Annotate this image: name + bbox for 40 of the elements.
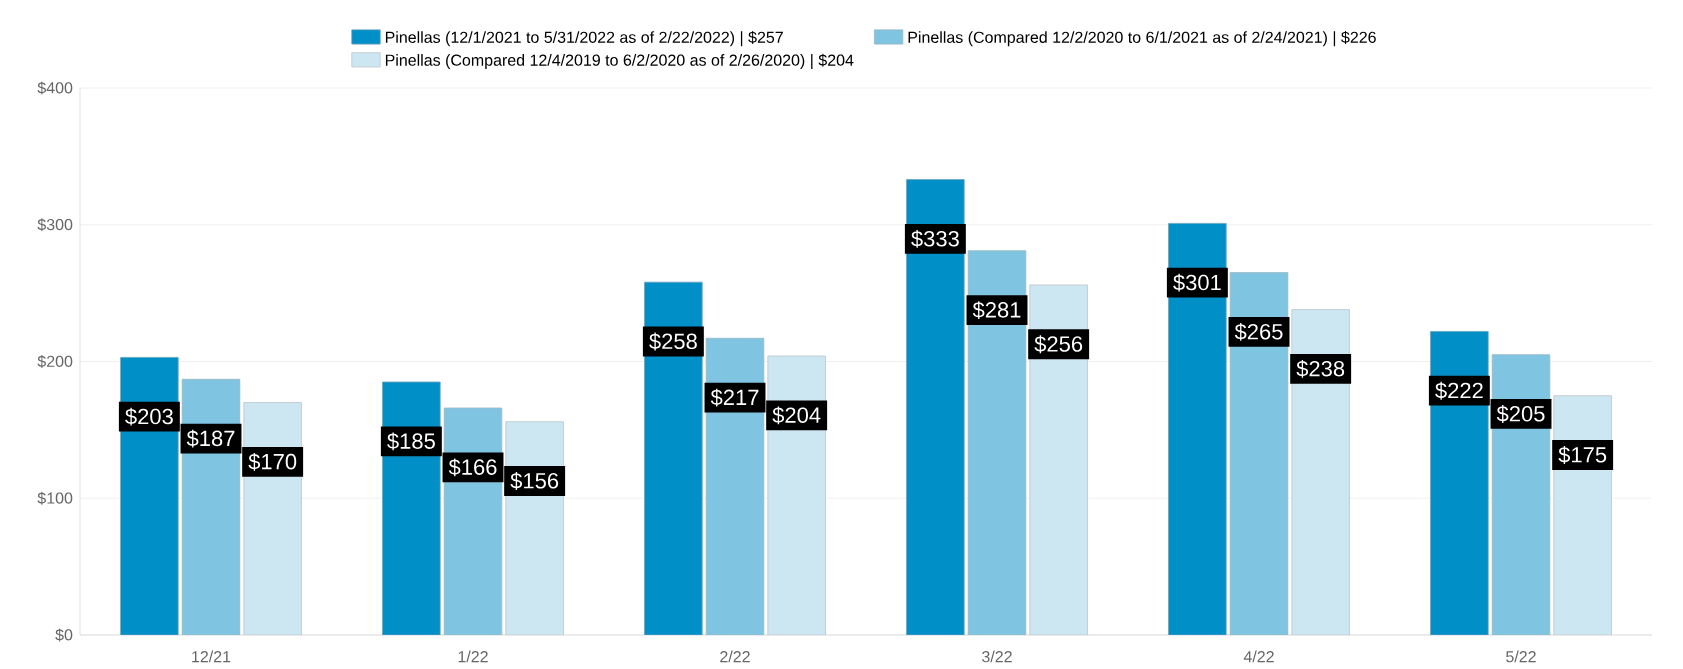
data-label: $185	[387, 432, 435, 451]
data-label: $204	[772, 406, 821, 425]
x-tick-label: 4/22	[1243, 650, 1274, 663]
data-label: $258	[649, 332, 697, 351]
y-tick-label: $400	[37, 81, 73, 95]
legend-label: Pinellas (Compared 12/2/2020 to 6/1/2021 as of 2/24/2021) | $226	[908, 30, 1376, 47]
y-tick-label: $100	[37, 491, 73, 505]
data-label: $156	[510, 472, 559, 490]
data-label: $203	[125, 407, 173, 426]
x-tick-label: 5/22	[1506, 650, 1536, 663]
bar	[1029, 284, 1088, 635]
bar	[967, 250, 1027, 635]
bar	[644, 281, 703, 635]
bar	[1291, 309, 1350, 635]
data-label: $281	[972, 301, 1021, 319]
bar	[1168, 222, 1227, 635]
bar	[1229, 272, 1289, 635]
data-label: $170	[248, 452, 297, 471]
x-tick-label: 12/21	[192, 650, 231, 663]
data-label: $333	[911, 230, 959, 248]
bar	[705, 337, 765, 635]
data-label: $217	[710, 388, 759, 407]
data-label: $187	[186, 429, 235, 448]
legend-label: Pinellas (12/1/2021 to 5/31/2022 as of 2/22/2022) | $257	[385, 30, 783, 47]
x-tick-label: 1/22	[458, 650, 488, 663]
y-tick-label: $200	[37, 355, 73, 368]
x-tick-label: 3/22	[982, 650, 1012, 663]
data-label: $175	[1558, 446, 1607, 464]
legend-label: Pinellas (Compared 12/4/2019 to 6/2/2020 as of 2/26/2020) | $204	[385, 53, 854, 70]
data-label: $256	[1034, 335, 1083, 354]
bar	[906, 179, 965, 635]
data-label: $222	[1435, 381, 1483, 400]
data-label: $265	[1234, 323, 1283, 341]
data-label: $166	[448, 458, 497, 477]
y-tick-label: $0	[55, 628, 73, 642]
data-label: $205	[1496, 405, 1545, 423]
x-tick-label: 2/22	[720, 650, 750, 663]
data-label: $238	[1296, 359, 1345, 378]
data-label: $301	[1173, 273, 1221, 292]
y-tick-label: $300	[37, 218, 73, 232]
